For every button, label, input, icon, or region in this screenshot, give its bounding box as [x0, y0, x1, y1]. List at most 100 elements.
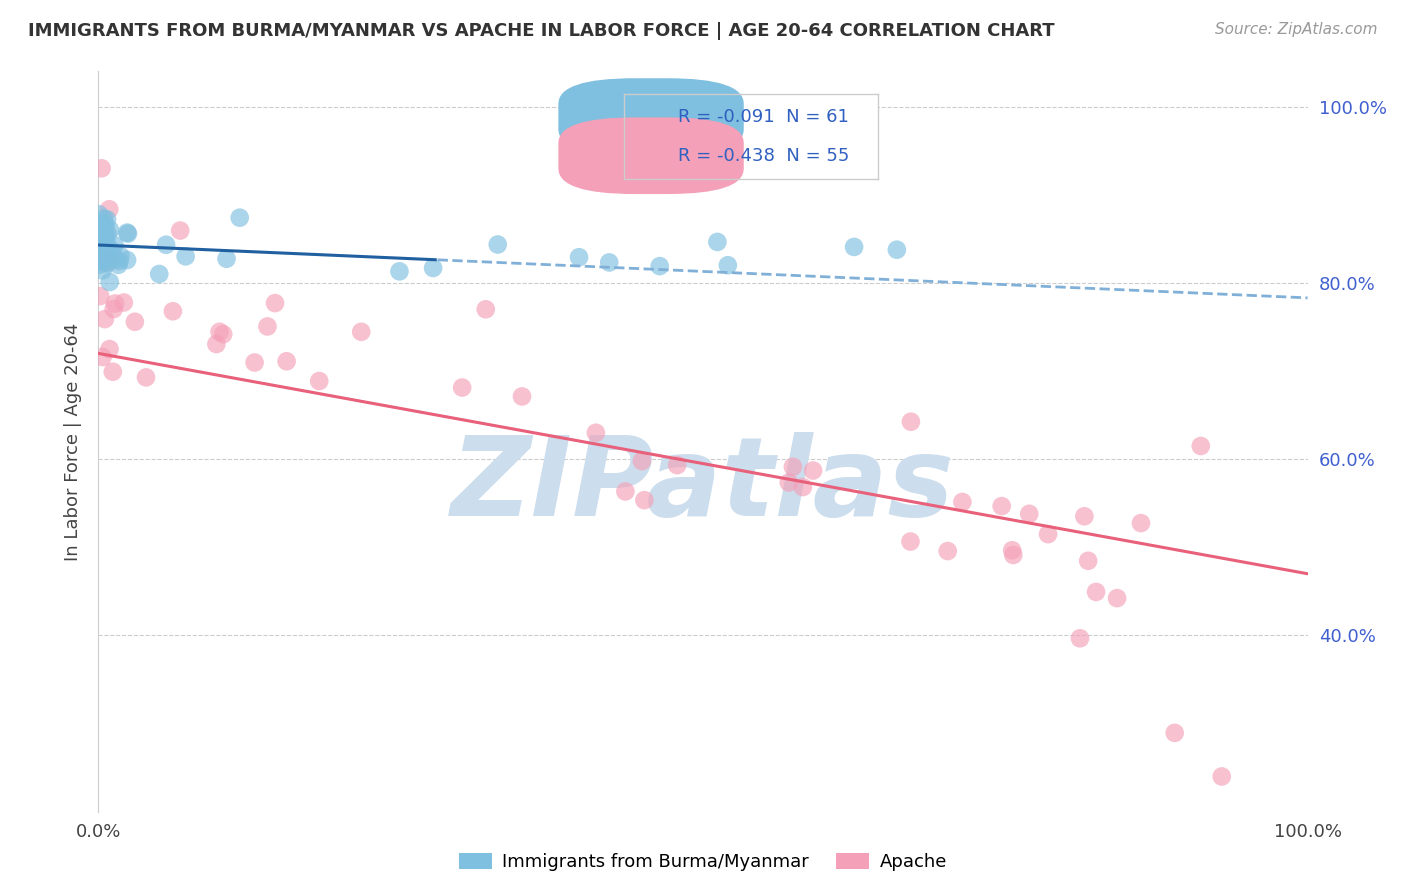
Point	[101, 244, 124, 258]
Point	[169, 223, 191, 237]
Point	[101, 365, 124, 379]
Point	[614, 484, 637, 499]
Point	[782, 459, 804, 474]
Point	[1077, 554, 1099, 568]
Point	[107, 258, 129, 272]
Point	[451, 380, 474, 394]
Point	[94, 225, 117, 239]
Point	[90, 161, 112, 176]
Point	[104, 238, 127, 252]
Point	[842, 240, 865, 254]
Point	[205, 337, 228, 351]
Point	[510, 389, 533, 403]
Point	[93, 250, 115, 264]
Point	[91, 238, 114, 252]
Point	[108, 254, 131, 268]
Point	[90, 216, 112, 230]
Point	[900, 534, 922, 549]
Point	[90, 221, 112, 235]
Point	[91, 244, 114, 258]
Point	[308, 374, 330, 388]
Point	[90, 233, 112, 247]
Point	[135, 370, 157, 384]
Point	[96, 256, 118, 270]
Point	[1073, 509, 1095, 524]
Point	[98, 342, 121, 356]
Point	[94, 218, 117, 232]
Point	[94, 229, 117, 244]
Point	[174, 249, 197, 263]
Point	[350, 325, 373, 339]
Point	[486, 237, 509, 252]
Point	[990, 499, 1012, 513]
Point	[212, 327, 235, 342]
Point	[98, 223, 121, 237]
Point	[215, 252, 238, 266]
Point	[778, 475, 800, 490]
Point	[243, 355, 266, 369]
Point	[89, 289, 111, 303]
Point	[1069, 632, 1091, 646]
Text: IMMIGRANTS FROM BURMA/MYANMAR VS APACHE IN LABOR FORCE | AGE 20-64 CORRELATION C: IMMIGRANTS FROM BURMA/MYANMAR VS APACHE …	[28, 22, 1054, 40]
Point	[1129, 516, 1152, 530]
Point	[89, 251, 111, 265]
Point	[568, 250, 591, 264]
Point	[474, 302, 496, 317]
Point	[93, 234, 115, 248]
Point	[91, 350, 114, 364]
Point	[666, 458, 689, 472]
Point	[124, 315, 146, 329]
Point	[1211, 769, 1233, 783]
Point	[276, 354, 298, 368]
Point	[91, 244, 114, 259]
Point	[89, 258, 111, 272]
Point	[631, 454, 654, 468]
Point	[98, 202, 121, 217]
Point	[208, 325, 231, 339]
Point	[162, 304, 184, 318]
Point	[91, 238, 114, 252]
Point	[115, 226, 138, 240]
Text: ZIPatlas: ZIPatlas	[451, 433, 955, 540]
Point	[91, 254, 114, 268]
Y-axis label: In Labor Force | Age 20-64: In Labor Force | Age 20-64	[63, 322, 82, 561]
Point	[91, 234, 114, 248]
Point	[90, 243, 112, 257]
Point	[792, 480, 814, 494]
Point	[256, 319, 278, 334]
Point	[112, 295, 135, 310]
Point	[801, 463, 824, 477]
Point	[886, 243, 908, 257]
Legend: Immigrants from Burma/Myanmar, Apache: Immigrants from Burma/Myanmar, Apache	[451, 846, 955, 879]
Point	[104, 296, 127, 310]
Point	[91, 263, 114, 277]
Point	[117, 227, 139, 241]
Point	[94, 312, 117, 326]
Point	[97, 239, 120, 253]
Point	[1001, 543, 1024, 558]
Point	[155, 237, 177, 252]
Point	[87, 207, 110, 221]
Point	[648, 259, 671, 273]
Point	[97, 242, 120, 256]
Text: Source: ZipAtlas.com: Source: ZipAtlas.com	[1215, 22, 1378, 37]
Point	[1002, 548, 1025, 562]
Point	[97, 244, 120, 259]
Point	[87, 254, 110, 268]
Point	[89, 226, 111, 240]
Point	[93, 233, 115, 247]
Point	[422, 260, 444, 275]
Point	[96, 251, 118, 265]
Point	[89, 253, 111, 268]
Point	[97, 255, 120, 269]
Point	[264, 296, 287, 310]
Point	[97, 227, 120, 241]
Point	[148, 267, 170, 281]
Point	[585, 425, 607, 440]
Point	[388, 264, 411, 278]
Point	[91, 234, 114, 248]
Point	[1018, 507, 1040, 521]
Point	[103, 301, 125, 316]
Point	[89, 222, 111, 236]
Point	[1036, 527, 1059, 541]
